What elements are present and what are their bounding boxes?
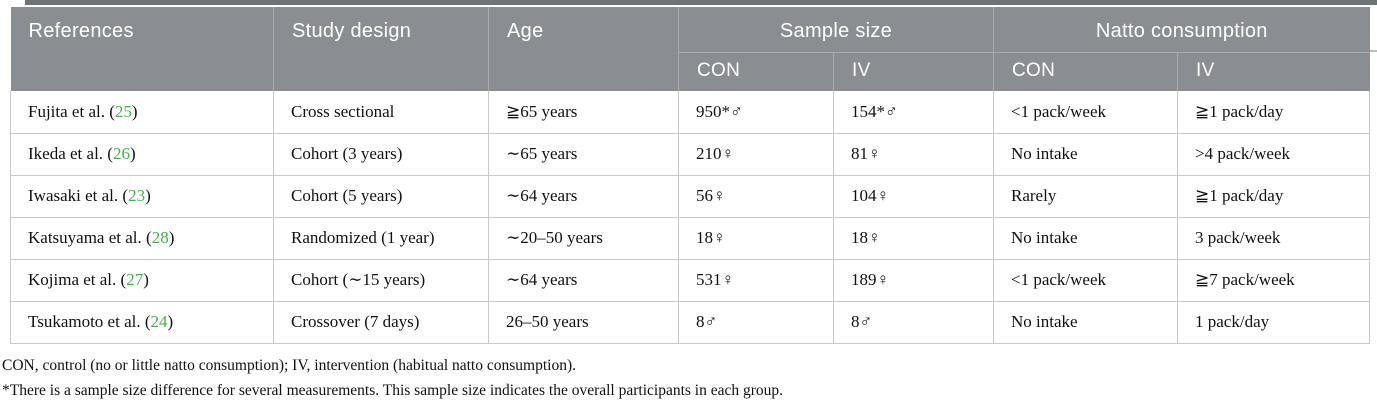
table-row: Fujita et al. (25) Cross sectional ≧65 yea… [10, 91, 1371, 134]
natto-con-cell: <1 pack/week [993, 258, 1178, 302]
reference-cell: Fujita et al. (25) [10, 91, 274, 134]
citation-link[interactable]: 23 [128, 186, 146, 205]
age-cell: ∼64 years [488, 258, 679, 302]
reference-text: ) [131, 101, 138, 121]
header-sample-con: CON [678, 52, 834, 91]
sample-con-cell: 18♀ [678, 216, 834, 260]
sample-iv-cell: 8♂ [833, 300, 994, 344]
header-sample-size: Sample size [678, 7, 994, 53]
citation-link[interactable]: 25 [114, 101, 132, 121]
reference-text: Kojima et al. ( [28, 270, 127, 289]
cropped-caption-bar-edge [25, 0, 1377, 5]
study-design-cell: Cohort (3 years) [273, 132, 489, 176]
table-row: Iwasaki et al. (23) Cohort (5 years) ∼64 y… [10, 174, 1371, 218]
natto-con-cell: No intake [993, 216, 1178, 260]
citation-link[interactable]: 24 [150, 312, 168, 331]
footnote-asterisk: *There is a sample size difference for s… [2, 382, 784, 399]
header-natto-iv: IV [1176, 52, 1370, 91]
header-age: Age [488, 7, 679, 91]
citation-link[interactable]: 28 [151, 228, 169, 247]
natto-iv-cell: ≧1 pack/day [1176, 174, 1371, 218]
sample-con-cell: 56♀ [678, 174, 834, 218]
study-design-cell: Cohort (∼15 years) [273, 258, 489, 302]
table-row: Tsukamoto et al. (24) Crossover (7 days) 2… [10, 300, 1371, 344]
sample-con-cell: 950*♂ [678, 91, 834, 134]
sample-con-cell: 531♀ [678, 258, 834, 302]
natto-iv-cell: ≧7 pack/week [1176, 258, 1371, 302]
reference-text: Ikeda et al. ( [28, 144, 113, 163]
table-body: Fujita et al. (25) Cross sectional ≧65 yea… [10, 91, 1371, 344]
reference-text: ) [167, 312, 174, 331]
reference-cell: Tsukamoto et al. (24) [10, 300, 274, 344]
natto-iv-cell: ≧1 pack/day [1176, 91, 1371, 134]
header-natto-consumption: Natto consumption [992, 7, 1370, 53]
age-cell: ∼20–50 years [488, 216, 679, 260]
citation-link[interactable]: 26 [112, 144, 130, 163]
study-design-cell: Cross sectional [273, 91, 489, 134]
age-cell: ≧65 years [488, 91, 679, 134]
table-row: Katsuyama et al. (28) Randomized (1 year)… [10, 216, 1371, 260]
table-footnotes: CON, control (no or little natto consump… [2, 353, 1372, 403]
reference-text: Tsukamoto et al. ( [28, 312, 151, 331]
citation-link[interactable]: 27 [126, 270, 144, 289]
header-sample-iv: IV [833, 52, 994, 91]
natto-iv-cell: 3 pack/week [1176, 216, 1371, 260]
sample-con-cell: 8♂ [678, 300, 834, 344]
footnote-abbreviations: CON, control (no or little natto consump… [2, 357, 576, 374]
natto-con-cell: <1 pack/week [993, 91, 1178, 134]
header-study-design: Study design [273, 7, 489, 91]
reference-text: ) [129, 144, 136, 163]
age-cell: ∼64 years [488, 174, 679, 218]
natto-con-cell: Rarely [993, 174, 1178, 218]
sample-iv-cell: 154*♂ [833, 91, 994, 134]
natto-con-cell: No intake [993, 300, 1178, 344]
study-design-cell: Randomized (1 year) [273, 216, 489, 260]
reference-text: ) [168, 228, 175, 247]
reference-cell: Kojima et al. (27) [10, 258, 274, 302]
sample-iv-cell: 18♀ [833, 216, 994, 260]
sample-con-cell: 210♀ [678, 132, 834, 176]
age-cell: 26–50 years [488, 300, 679, 344]
sample-iv-cell: 81♀ [833, 132, 994, 176]
reference-text: ) [145, 186, 151, 205]
reference-text: Iwasaki et al. ( [28, 186, 129, 205]
natto-studies-table: References Study design Age Sample size … [10, 7, 1371, 344]
header-separator-artifact [1369, 50, 1377, 52]
reference-cell: Iwasaki et al. (23) [10, 174, 274, 218]
study-table: References Study design Age Sample size … [10, 7, 1371, 344]
reference-cell: Ikeda et al. (26) [10, 132, 274, 176]
sample-iv-cell: 104♀ [833, 174, 994, 218]
study-design-cell: Cohort (5 years) [273, 174, 489, 218]
reference-text: Fujita et al. ( [28, 101, 115, 121]
reference-text: ) [143, 270, 149, 289]
reference-cell: Katsuyama et al. (28) [10, 216, 274, 260]
header-natto-con: CON [993, 52, 1178, 91]
reference-text: Katsuyama et al. ( [28, 228, 152, 247]
sample-iv-cell: 189♀ [833, 258, 994, 302]
header-references: References [10, 7, 274, 91]
table-row: Kojima et al. (27) Cohort (∼15 years) ∼64 … [10, 258, 1371, 302]
natto-iv-cell: >4 pack/week [1176, 132, 1371, 176]
age-cell: ∼65 years [488, 132, 679, 176]
study-design-cell: Crossover (7 days) [273, 300, 489, 344]
natto-con-cell: No intake [993, 132, 1178, 176]
natto-iv-cell: 1 pack/day [1176, 300, 1371, 344]
table-row: Ikeda et al. (26) Cohort (3 years) ∼65 yea… [10, 132, 1371, 176]
table-header: References Study design Age Sample size … [10, 7, 1370, 91]
